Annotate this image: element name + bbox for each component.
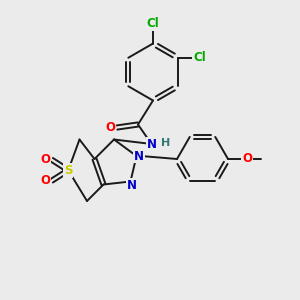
Text: O: O (242, 152, 252, 166)
Text: O: O (40, 153, 50, 166)
Text: N: N (134, 149, 144, 163)
Text: O: O (105, 121, 116, 134)
Text: N: N (146, 137, 157, 151)
Text: O: O (40, 174, 50, 187)
Text: H: H (161, 137, 170, 148)
Text: Cl: Cl (147, 16, 159, 30)
Text: Cl: Cl (193, 51, 206, 64)
Text: S: S (64, 164, 73, 177)
Text: N: N (127, 178, 137, 192)
